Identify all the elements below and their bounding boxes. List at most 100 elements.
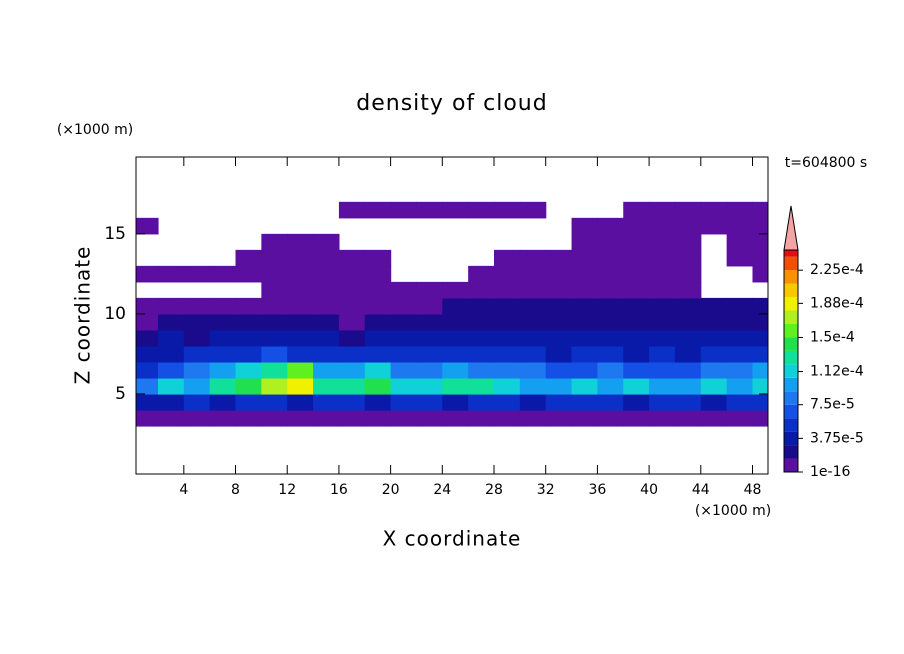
- contour-cell: [623, 409, 650, 427]
- contour-cell: [313, 249, 340, 267]
- contour-cell: [183, 265, 211, 283]
- contour-cell: [209, 361, 237, 379]
- contour-cell: [287, 409, 314, 427]
- contour-cell: [494, 265, 521, 283]
- contour-cell: [468, 281, 495, 299]
- contour-cell: [442, 361, 469, 379]
- contour-cell: [287, 345, 314, 363]
- contour-cell: [623, 233, 650, 251]
- contour-cell: [571, 265, 598, 283]
- contour-cell: [313, 361, 340, 379]
- contour-cell: [623, 345, 650, 363]
- colorbar-band: [784, 297, 798, 311]
- contour-cell: [442, 281, 469, 299]
- contour-cell: [700, 393, 728, 411]
- contour-cell: [183, 393, 211, 411]
- contour-cell: [726, 345, 754, 363]
- contour-cell: [700, 201, 728, 219]
- contour-cell: [519, 345, 547, 363]
- contour-cell: [700, 329, 728, 347]
- contour-cell: [364, 297, 392, 315]
- y-axis-label: Z coordinate: [71, 246, 95, 385]
- contour-cell: [674, 265, 702, 283]
- contour-cell: [442, 201, 469, 219]
- contour-cell: [442, 377, 469, 395]
- contour-cell: [494, 409, 521, 427]
- x-tick-label: 40: [640, 482, 658, 498]
- colorbar-tick-label: 1e-16: [810, 464, 850, 480]
- contour-cell: [416, 313, 443, 331]
- colorbar-tick-label: 7.5e-5: [810, 397, 855, 413]
- x-tick-label: 28: [485, 482, 503, 498]
- contour-cell: [623, 377, 650, 395]
- contour-cell: [752, 361, 768, 379]
- contour-cell: [649, 393, 676, 411]
- contour-cell: [136, 217, 159, 235]
- contour-cell: [313, 329, 340, 347]
- contour-cell: [726, 313, 754, 331]
- contour-cell: [726, 297, 754, 315]
- contour-cell: [338, 281, 366, 299]
- x-tick-label: 44: [692, 482, 710, 498]
- contour-cell: [235, 393, 262, 411]
- contour-cell: [390, 201, 418, 219]
- contour-cell: [649, 329, 676, 347]
- contour-cell: [674, 233, 702, 251]
- contour-cell: [338, 297, 366, 315]
- contour-cell: [752, 313, 768, 331]
- contour-cell: [235, 361, 262, 379]
- colorbar-tick-label: 1.12e-4: [810, 364, 864, 380]
- contour-cell: [338, 361, 366, 379]
- contour-cell: [571, 329, 598, 347]
- contour-cell: [571, 233, 598, 251]
- contour-cell: [545, 393, 573, 411]
- contour-cell: [364, 201, 392, 219]
- contour-cell: [157, 393, 185, 411]
- contour-cell: [157, 361, 185, 379]
- contour-cell: [183, 345, 211, 363]
- colorbar-band: [784, 458, 798, 472]
- contour-cell: [649, 361, 676, 379]
- contour-cell: [597, 361, 624, 379]
- contour-cell: [390, 345, 418, 363]
- contour-cell: [545, 345, 573, 363]
- contour-cell: [674, 393, 702, 411]
- contour-cell: [136, 329, 159, 347]
- contour-cell: [183, 377, 211, 395]
- colorbar-band: [784, 256, 798, 271]
- contour-cell: [416, 345, 443, 363]
- contour-cell: [209, 313, 237, 331]
- contour-cell: [313, 313, 340, 331]
- contour-cell: [519, 201, 547, 219]
- contour-cell: [287, 313, 314, 331]
- contour-cell: [571, 393, 598, 411]
- contour-cell: [623, 201, 650, 219]
- colorbar-tick-label: 3.75e-5: [810, 430, 864, 446]
- contour-cell: [183, 313, 211, 331]
- contour-cell: [519, 297, 547, 315]
- contour-cell: [752, 233, 768, 251]
- contour-cell: [649, 409, 676, 427]
- contour-cell: [442, 313, 469, 331]
- contour-cell: [235, 345, 262, 363]
- contour-cell: [545, 265, 573, 283]
- contour-cell: [261, 345, 288, 363]
- contour-cell: [338, 409, 366, 427]
- contour-cell: [494, 249, 521, 267]
- contour-cell: [313, 233, 340, 251]
- contour-cell: [136, 313, 159, 331]
- contour-cell: [726, 329, 754, 347]
- contour-cell: [261, 233, 288, 251]
- contour-cell: [597, 249, 624, 267]
- contour-cell: [261, 329, 288, 347]
- colorbar-frame: [783, 249, 799, 473]
- contour-cell: [519, 329, 547, 347]
- contour-cell: [468, 409, 495, 427]
- contour-cell: [390, 361, 418, 379]
- contour-cell: [287, 297, 314, 315]
- contour-cell: [674, 281, 702, 299]
- contour-cell: [674, 201, 702, 219]
- contour-cell: [287, 377, 314, 395]
- contour-cell: [235, 313, 262, 331]
- y-tick-label: 5: [115, 384, 126, 404]
